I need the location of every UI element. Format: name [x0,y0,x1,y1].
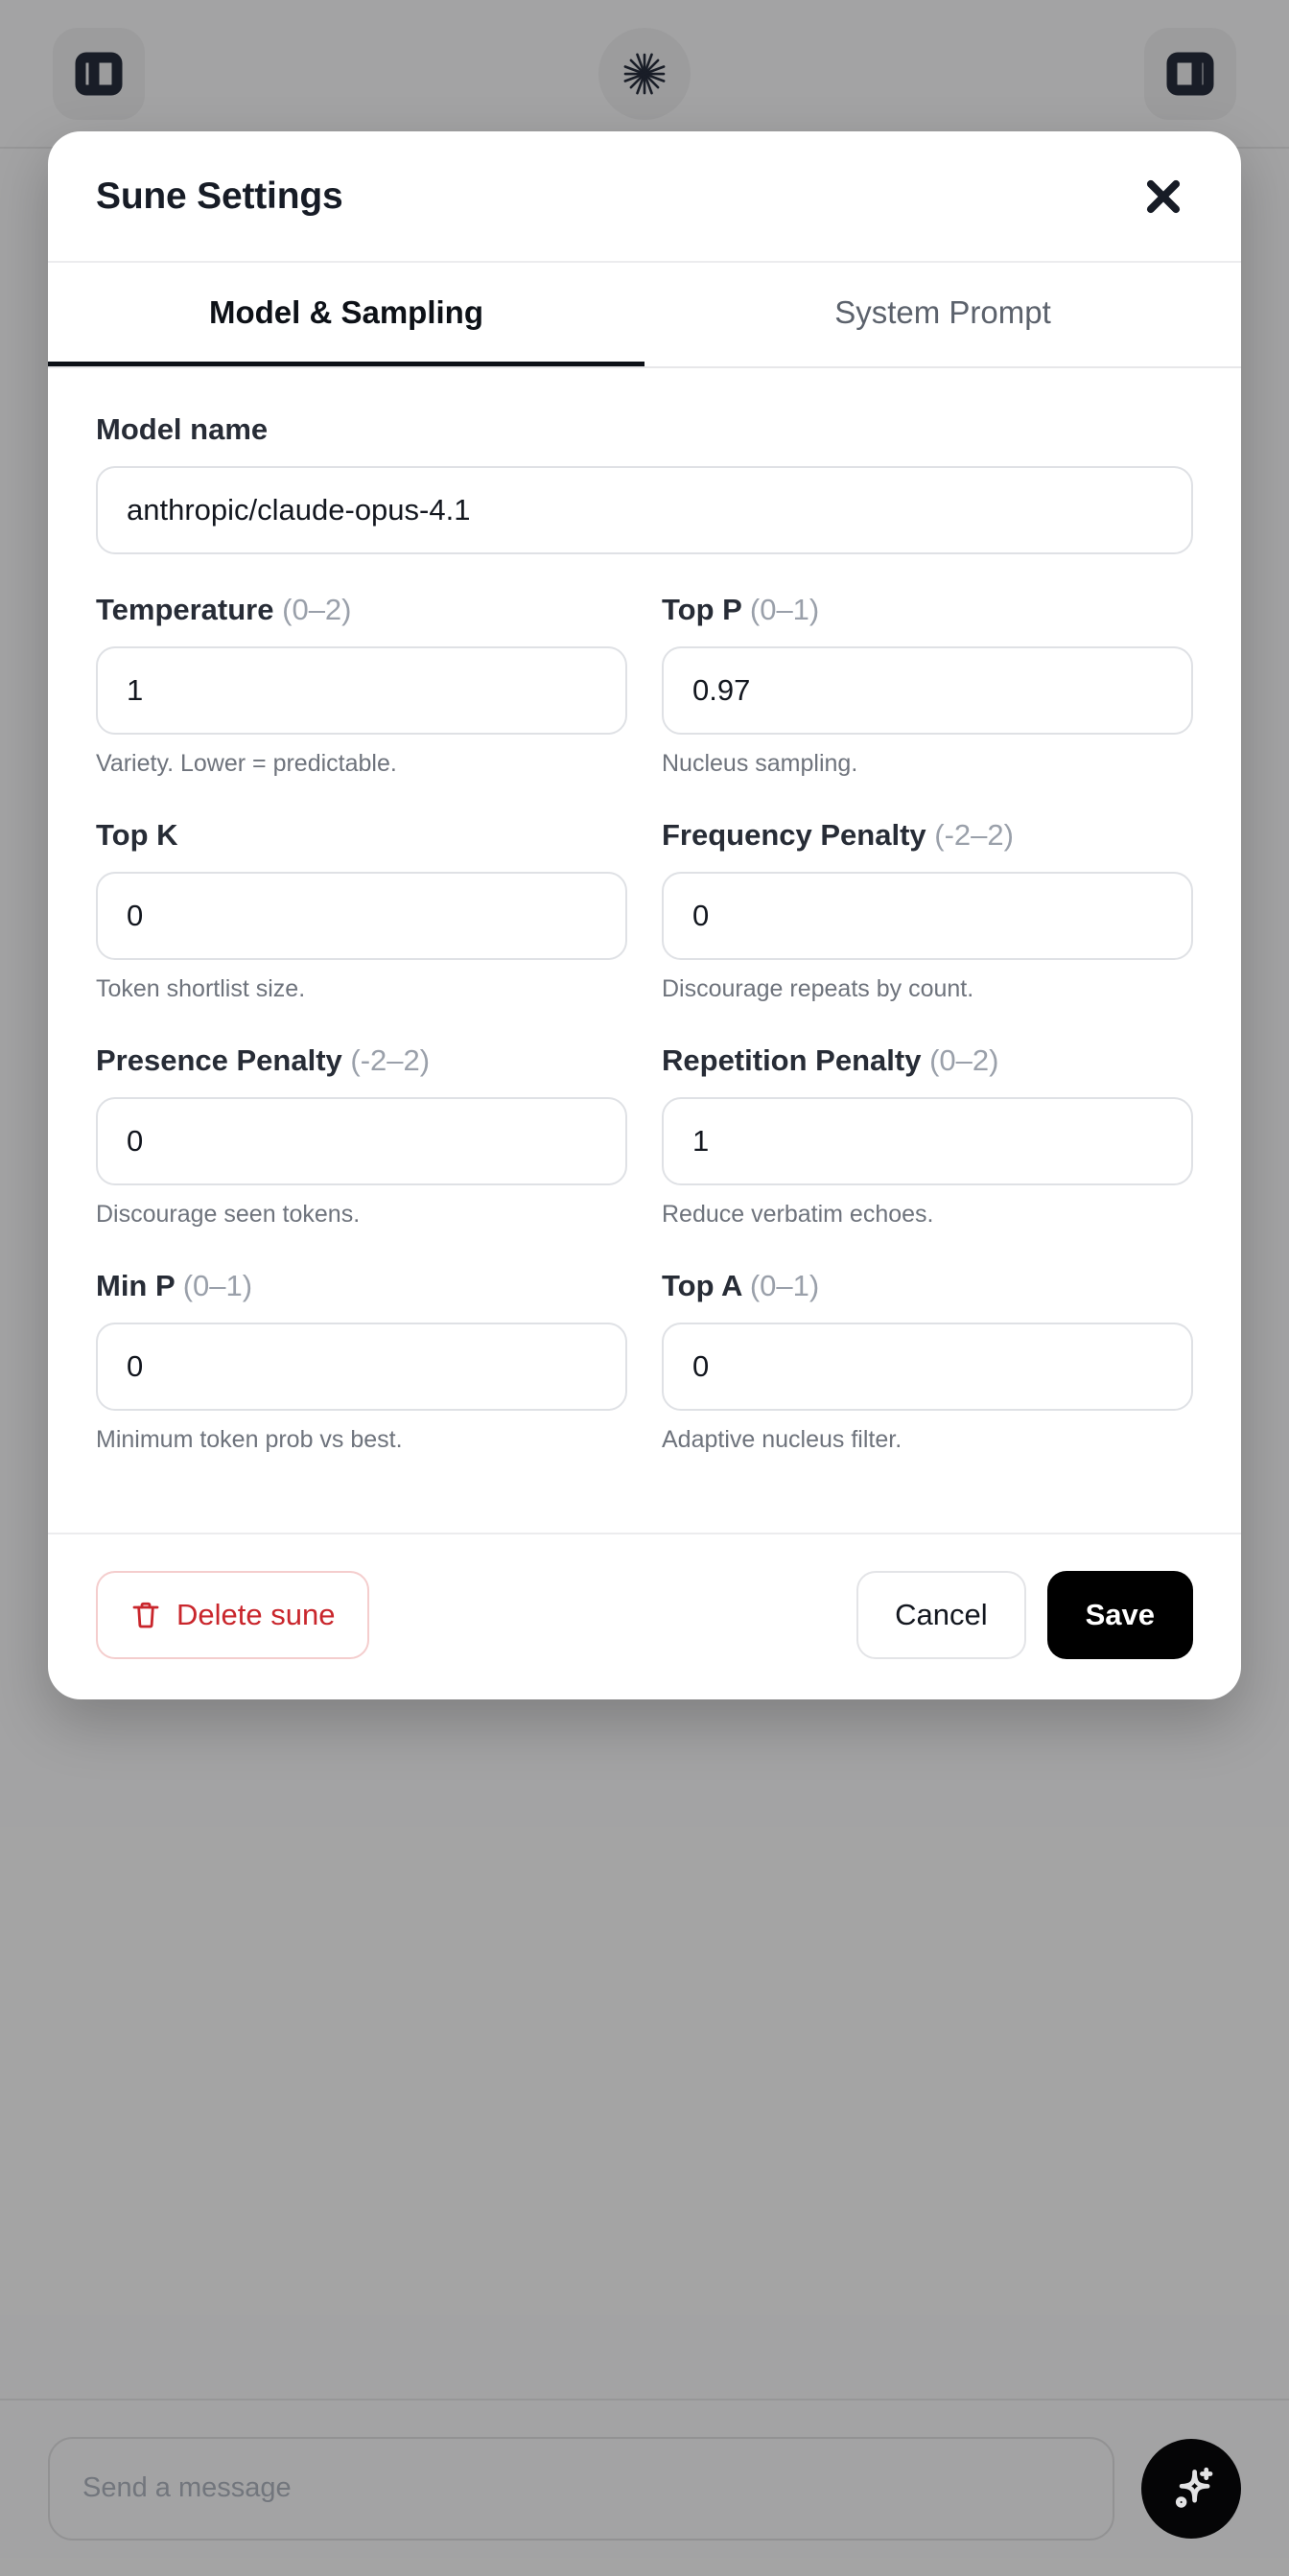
app-logo-button[interactable] [598,27,691,120]
top-p-input[interactable] [662,646,1193,735]
param-label: Repetition Penalty (0–2) [662,1043,1193,1078]
footer-actions: Cancel Save [856,1571,1193,1659]
tab-system-prompt[interactable]: System Prompt [644,263,1241,366]
presence-penalty-input[interactable] [96,1097,627,1185]
param-temperature: Temperature (0–2) Variety. Lower = predi… [96,593,627,805]
param-range-hint: (0–2) [929,1043,999,1077]
param-label: Min P (0–1) [96,1269,627,1303]
param-label: Top P (0–1) [662,593,1193,627]
param-range-hint: (-2–2) [934,818,1014,852]
delete-sune-button[interactable]: Delete sune [96,1571,370,1659]
dialog-footer: Delete sune Cancel Save [48,1533,1241,1699]
param-helper-text: Nucleus sampling. [662,750,858,777]
param-range-hint: (-2–2) [350,1043,431,1077]
top-a-input[interactable] [662,1323,1193,1411]
param-label: Temperature (0–2) [96,593,627,627]
trash-icon [132,1602,159,1628]
close-button[interactable] [1134,167,1193,226]
param-label-text: Frequency Penalty [662,818,926,852]
dialog-title: Sune Settings [96,175,343,217]
param-range-hint: (0–1) [749,1269,820,1302]
param-helper-text: Reduce verbatim echoes. [662,1201,934,1228]
param-label-text: Top P [662,593,742,626]
right-panel-toggle-button[interactable] [1144,27,1236,120]
param-label-text: Top K [96,818,178,852]
param-repetition-penalty: Repetition Penalty (0–2) Reduce verbatim… [662,1043,1193,1255]
left-panel-toggle-icon [75,52,123,95]
delete-sune-label: Delete sune [176,1598,336,1631]
param-label: Top A (0–1) [662,1269,1193,1303]
temperature-input[interactable] [96,646,627,735]
param-helper-text: Minimum token prob vs best. [96,1426,403,1453]
param-label: Presence Penalty (-2–2) [96,1043,627,1078]
save-button[interactable]: Save [1046,1571,1193,1659]
dialog-tabs: Model & Sampling System Prompt [48,263,1241,368]
param-top-a: Top A (0–1) Adaptive nucleus filter. [662,1269,1193,1481]
param-range-hint: (0–1) [182,1269,253,1302]
param-label-text: Temperature [96,593,274,626]
sparkle-icon [1175,2467,1213,2508]
send-button[interactable] [1141,2438,1241,2539]
model-name-group: Model name [96,412,1193,554]
close-icon [1146,179,1181,213]
top-k-input[interactable] [96,872,627,960]
model-name-input[interactable] [96,466,1193,554]
min-p-input[interactable] [96,1323,627,1411]
left-panel-toggle-button[interactable] [53,27,145,120]
frequency-penalty-input[interactable] [662,872,1193,960]
param-label: Frequency Penalty (-2–2) [662,818,1193,853]
param-helper-text: Token shortlist size. [96,975,306,1002]
param-top-p: Top P (0–1) Nucleus sampling. [662,593,1193,805]
param-helper-text: Variety. Lower = predictable. [96,750,397,777]
param-range-hint: (0–1) [749,593,820,626]
dialog-header: Sune Settings [48,131,1241,263]
param-label-text: Presence Penalty [96,1043,342,1077]
param-helper-text: Discourage seen tokens. [96,1201,361,1228]
message-input[interactable] [48,2436,1114,2541]
right-panel-toggle-icon [1166,52,1214,95]
param-label-text: Repetition Penalty [662,1043,922,1077]
param-top-k: Top K Token shortlist size. [96,818,627,1030]
parameter-grid: Temperature (0–2) Variety. Lower = predi… [96,593,1193,1494]
param-frequency-penalty: Frequency Penalty (-2–2) Discourage repe… [662,818,1193,1030]
message-composer [0,2399,1289,2576]
dialog-body: Model name Temperature (0–2) Variety. Lo… [48,368,1241,1533]
param-helper-text: Adaptive nucleus filter. [662,1426,902,1453]
param-min-p: Min P (0–1) Minimum token prob vs best. [96,1269,627,1481]
param-label-text: Top A [662,1269,742,1302]
model-name-label: Model name [96,412,269,446]
param-label: Top K [96,818,627,853]
param-range-hint: (0–2) [282,593,352,626]
cancel-button[interactable]: Cancel [856,1571,1026,1659]
param-presence-penalty: Presence Penalty (-2–2) Discourage seen … [96,1043,627,1255]
tab-model-and-sampling[interactable]: Model & Sampling [48,263,644,366]
param-label-text: Min P [96,1269,176,1302]
sune-settings-dialog: Sune Settings Model & Sampling System Pr… [48,131,1241,1699]
repetition-penalty-input[interactable] [662,1097,1193,1185]
sunburst-logo-icon [623,53,666,94]
param-helper-text: Discourage repeats by count. [662,975,974,1002]
